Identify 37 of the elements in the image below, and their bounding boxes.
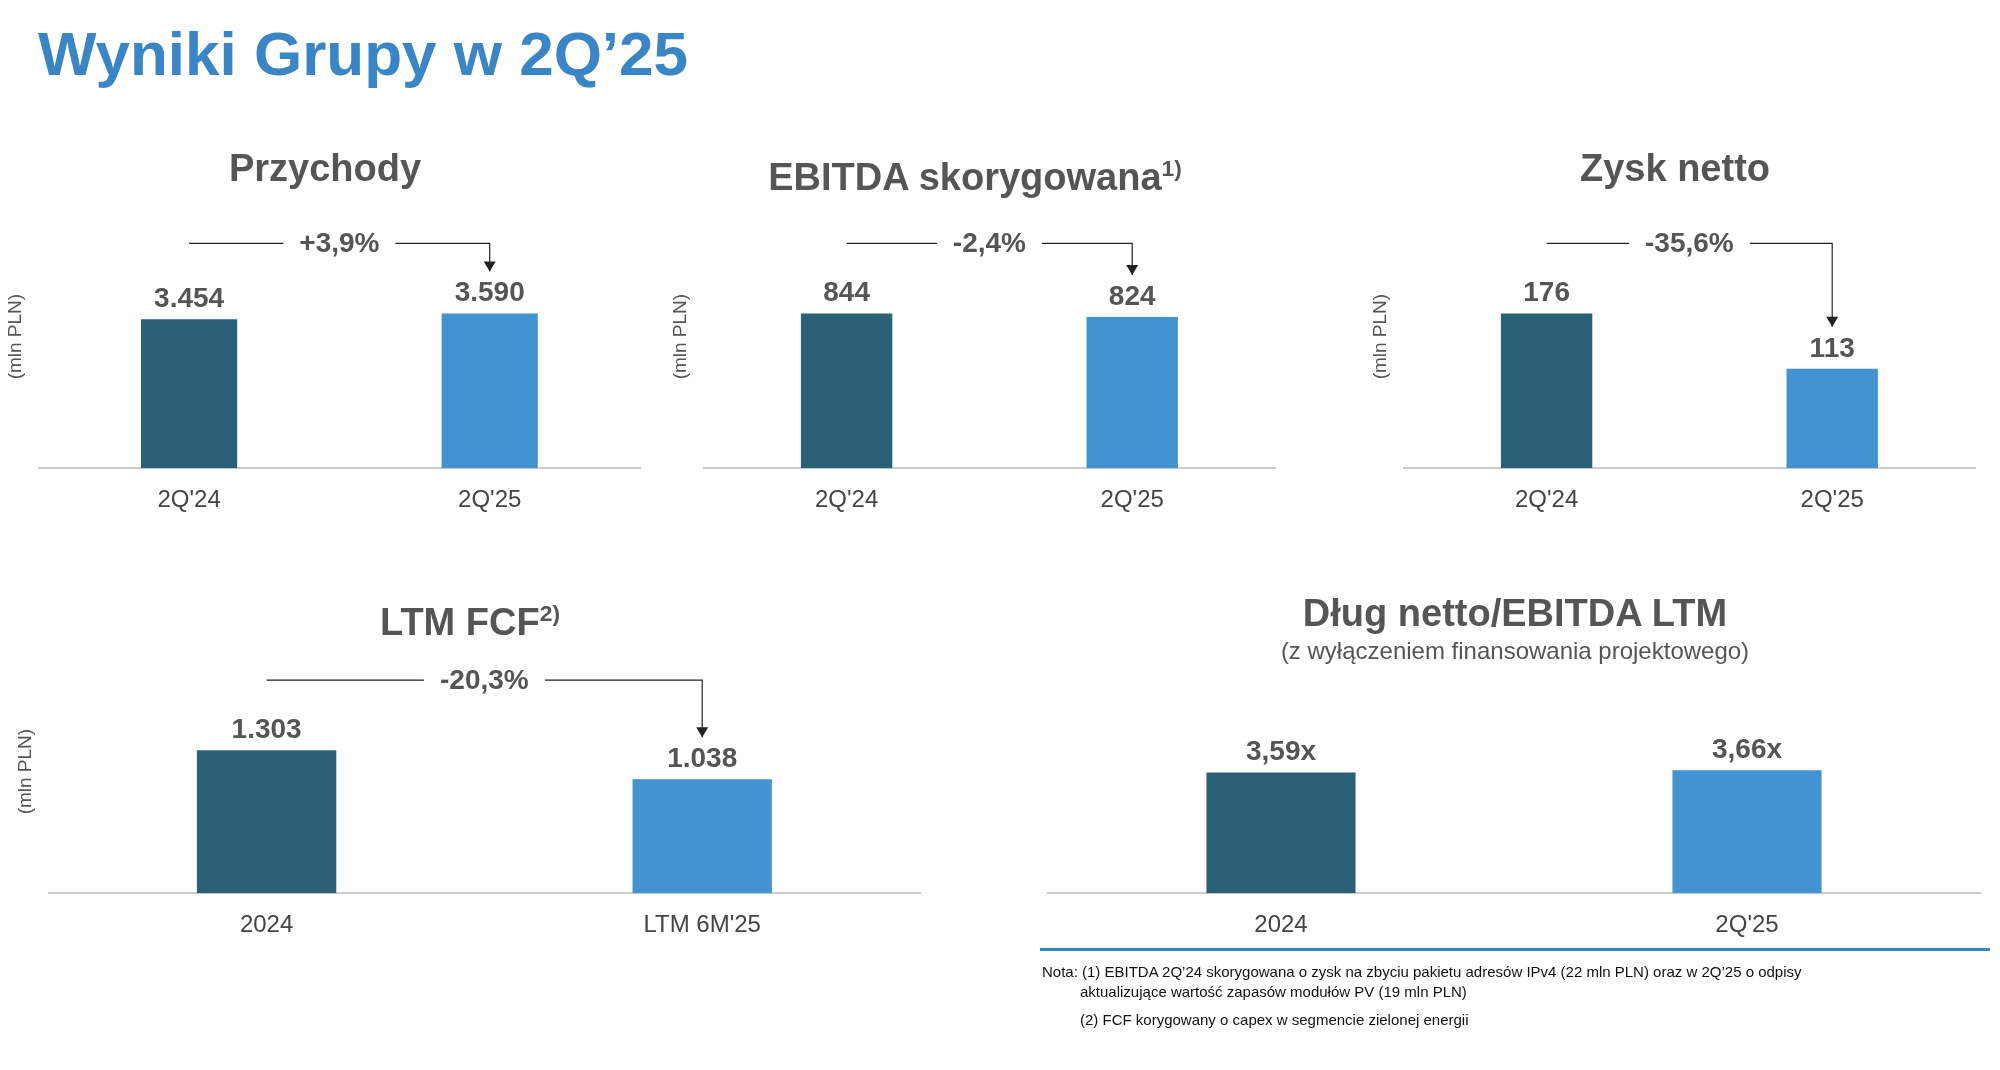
text: Wyniki Grupy w 2Q’25 [38, 18, 689, 89]
text: (2) FCF korygowany o capex w segmencie zielonej energii [1079, 1010, 1470, 1030]
data-label: 844 [823, 276, 871, 308]
x-tick-label: 2Q'25 [458, 485, 522, 513]
chart-subtitle: (z wyłączeniem finansowania projektowego) [1279, 636, 1751, 666]
chart-title: Przychody [227, 146, 423, 191]
x-tick-label: 2024 [1254, 910, 1308, 938]
x-tick-label: LTM 6M'25 [643, 910, 761, 938]
data-label: 1.303 [231, 712, 302, 744]
data-label: 3.454 [154, 281, 225, 313]
chart-title: Dług netto/EBITDA LTM [1301, 591, 1729, 636]
chart-title: EBITDA skorygowana$^{1)}$ [767, 154, 1183, 200]
data-label: 824 [1108, 279, 1156, 311]
y-axis-title: (mln PLN) [668, 293, 690, 380]
x-tick-label: 2Q'24 [814, 485, 879, 513]
x-tick-label: 2Q'24 [1514, 485, 1579, 513]
y-axis-title: (mln PLN) [1368, 293, 1390, 380]
data-label: 3,66x [1711, 732, 1783, 764]
text: Nota: (1) EBITDA 2Q’24 skorygowana o zysk na zbyciu pakietu adresów IPv4 (22 mln PLN) oraz w 2Q’25 o odpisy aktualizujące wartość zapasów modułów PV (19 mln PLN) [1042, 962, 1803, 1002]
x-tick-label: 2Q'25 [1100, 485, 1164, 513]
x-tick-label: 2Q'24 [157, 485, 221, 513]
chart-title: Zysk netto [1578, 146, 1771, 191]
x-tick-label: 2Q'25 [1715, 910, 1779, 938]
data-label: 176 [1523, 276, 1570, 308]
y-axis-title: (mln PLN) [3, 293, 25, 380]
data-label: 113 [1809, 331, 1855, 363]
data-label: 3,59x [1245, 735, 1317, 767]
text: -35,6% [1645, 227, 1734, 260]
y-axis-title: (mln PLN) [13, 728, 35, 815]
text: -20,3% [440, 664, 529, 697]
x-tick-label: 2024 [239, 910, 294, 938]
text: +3,9% [299, 227, 380, 260]
data-label: 3.590 [454, 276, 525, 308]
chart-title: LTM FCF$^{2)}$ [379, 599, 561, 645]
data-label: 1.038 [667, 741, 738, 773]
text: -2,4% [952, 227, 1026, 260]
x-tick-label: 2Q'25 [1800, 485, 1864, 513]
